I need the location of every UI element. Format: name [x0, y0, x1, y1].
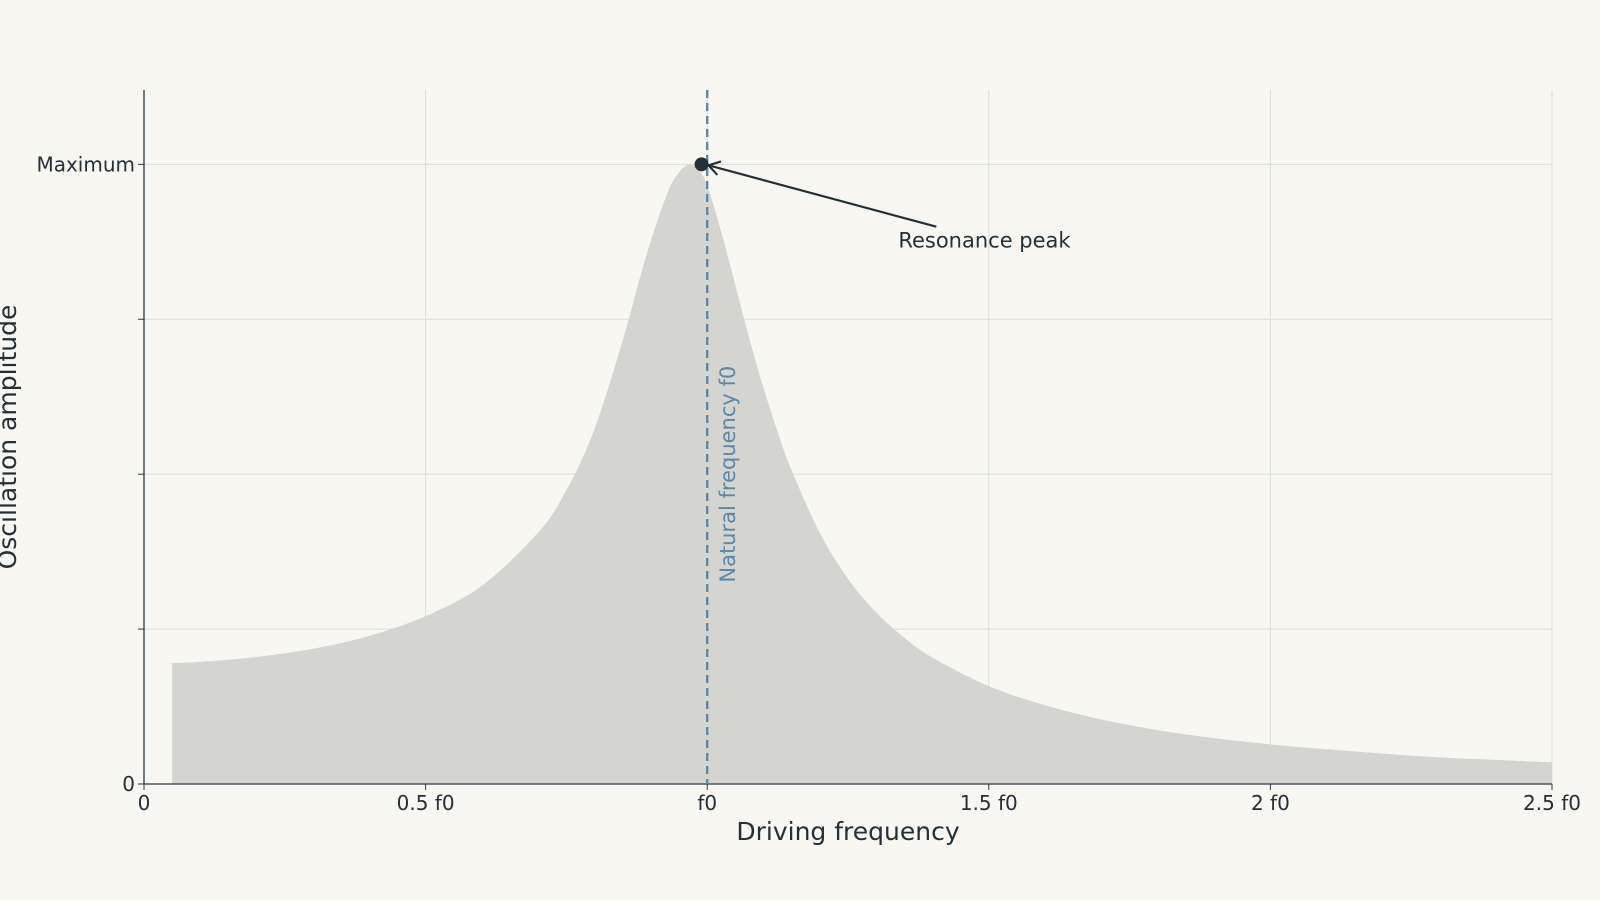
y-tick-label: Maximum	[36, 152, 135, 176]
x-tick-label: 0	[138, 791, 151, 815]
axes: 0 0.5 f0 f0 1.5 f0 2 f0 2.5 f0 0 Maximum	[36, 90, 1581, 815]
annotation-arrowhead	[706, 160, 722, 176]
x-tick-label: 2 f0	[1251, 791, 1290, 815]
annotation-text: Resonance peak	[898, 229, 1071, 253]
amplitude-area	[172, 164, 1552, 784]
y-tick-label: 0	[122, 772, 135, 796]
x-tick-label: 0.5 f0	[397, 791, 455, 815]
plot-area	[172, 164, 1552, 784]
annotations: Resonance peak	[694, 157, 1071, 253]
x-tick-label: 1.5 f0	[960, 791, 1018, 815]
natural-frequency-marker: Natural frequency f0	[706, 90, 740, 784]
peak-marker	[694, 157, 709, 172]
y-axis-title: Oscillation amplitude	[0, 305, 22, 570]
x-tick-label: f0	[697, 791, 717, 815]
natural-frequency-label: Natural frequency f0	[716, 366, 740, 583]
x-axis-title: Driving frequency	[736, 817, 959, 846]
x-tick-label: 2.5 f0	[1523, 791, 1581, 815]
annotation-arrow	[708, 164, 937, 228]
